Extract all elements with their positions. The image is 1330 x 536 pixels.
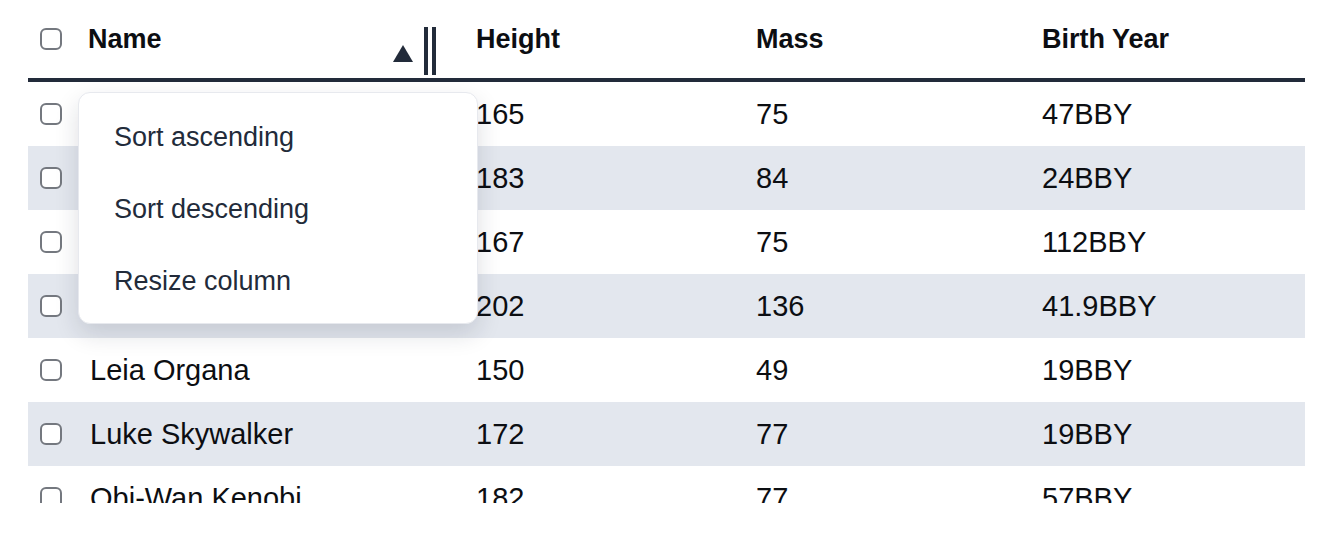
header-checkbox-cell	[28, 28, 88, 50]
select-all-checkbox[interactable]	[40, 28, 62, 50]
row-checkbox[interactable]	[40, 423, 62, 445]
birth-year-cell: 19BBY	[1042, 354, 1305, 387]
column-header-mass[interactable]: Mass	[756, 24, 1042, 55]
mass-cell: 136	[756, 290, 1042, 323]
table-header-row: Name Height Mass Birth Year	[28, 0, 1305, 82]
context-menu-item-sort-ascending[interactable]: Sort ascending	[79, 101, 477, 173]
table-row: Leia Organa 150 49 19BBY	[28, 338, 1305, 402]
height-cell: 150	[476, 354, 756, 387]
row-checkbox[interactable]	[40, 103, 62, 125]
row-checkbox-cell	[28, 359, 88, 381]
birth-year-cell: 24BBY	[1042, 162, 1305, 195]
birth-year-cell: 41.9BBY	[1042, 290, 1305, 323]
mass-cell: 75	[756, 98, 1042, 131]
row-checkbox[interactable]	[40, 231, 62, 253]
mass-cell: 75	[756, 226, 1042, 259]
birth-year-cell: 57BBY	[1042, 482, 1305, 504]
row-checkbox-cell	[28, 423, 88, 445]
height-cell: 172	[476, 418, 756, 451]
birth-year-cell: 47BBY	[1042, 98, 1305, 131]
height-cell: 183	[476, 162, 756, 195]
birth-year-cell: 19BBY	[1042, 418, 1305, 451]
column-header-birth-year[interactable]: Birth Year	[1042, 24, 1305, 55]
context-menu-item-resize-column[interactable]: Resize column	[79, 245, 477, 317]
resize-handle-bar	[432, 27, 436, 75]
height-cell: 182	[476, 482, 756, 504]
row-checkbox[interactable]	[40, 167, 62, 189]
name-cell: Obi-Wan Kenobi	[88, 482, 476, 504]
row-checkbox[interactable]	[40, 295, 62, 317]
row-checkbox-cell	[28, 487, 88, 503]
table-page: Name Height Mass Birth Year 165 75 47BBY…	[0, 0, 1330, 536]
sort-ascending-icon	[393, 45, 413, 62]
column-header-height[interactable]: Height	[476, 24, 756, 55]
height-cell: 202	[476, 290, 756, 323]
row-checkbox[interactable]	[40, 487, 62, 503]
row-checkbox[interactable]	[40, 359, 62, 381]
mass-cell: 49	[756, 354, 1042, 387]
name-cell: Luke Skywalker	[88, 418, 476, 451]
mass-cell: 84	[756, 162, 1042, 195]
name-cell: Leia Organa	[88, 354, 476, 387]
context-menu-item-sort-descending[interactable]: Sort descending	[79, 173, 477, 245]
height-cell: 167	[476, 226, 756, 259]
mass-cell: 77	[756, 482, 1042, 504]
column-context-menu: Sort ascending Sort descending Resize co…	[78, 92, 478, 324]
birth-year-cell: 112BBY	[1042, 226, 1305, 259]
table-row: Luke Skywalker 172 77 19BBY	[28, 402, 1305, 466]
column-resize-handle[interactable]	[424, 27, 436, 75]
height-cell: 165	[476, 98, 756, 131]
table-row: Obi-Wan Kenobi 182 77 57BBY	[28, 466, 1305, 503]
column-header-name[interactable]: Name	[88, 24, 476, 55]
mass-cell: 77	[756, 418, 1042, 451]
resize-handle-bar	[424, 27, 428, 75]
